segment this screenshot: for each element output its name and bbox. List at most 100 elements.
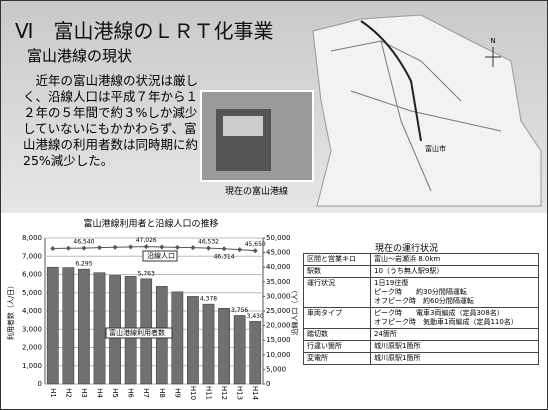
table-row: 駅数 10（うち無人駅9駅） <box>303 265 539 278</box>
map-line <box>360 20 422 142</box>
row-head: 変電所 <box>303 352 371 365</box>
population-line <box>52 246 256 252</box>
x-tick-label: H7 <box>142 388 150 398</box>
value-label: 46,532 <box>198 239 219 246</box>
bar <box>78 268 90 385</box>
y2-tick-label: 50,000 <box>266 234 291 242</box>
x-tick-label: H8 <box>158 388 166 398</box>
y-tick-label: 0 <box>38 380 42 388</box>
row-value: ピーク時 電車3両編成（定員308名） オフピーク時 気動車1両編成（定員110名… <box>370 307 539 329</box>
subtitle: 富山港線の現状 <box>27 47 133 65</box>
bar <box>171 291 184 385</box>
y-axis-label: 利用者数（人/日） <box>6 282 15 340</box>
bar <box>233 315 246 385</box>
illustrations: 富山市 N <box>200 14 542 207</box>
bar <box>62 267 75 385</box>
y2-tick-label: 5,000 <box>266 365 286 373</box>
value-label: 3,430 <box>247 313 264 320</box>
bar <box>202 303 215 385</box>
value-label: 46,314 <box>214 253 235 260</box>
map-shape <box>312 14 542 207</box>
table-row: 踏切数 24箇所 <box>303 328 539 341</box>
cell-line: 10（うち無人駅9駅） <box>374 267 444 275</box>
map-city: 富山市 <box>425 144 446 153</box>
cell-line: 富山〜岩瀬浜 8.0km <box>374 255 441 263</box>
legend-entry: 沿線人口 <box>147 251 175 260</box>
row-value: 城川原駅1箇所 <box>370 340 539 353</box>
cell-line: ピーク時 約30分間隔運転 <box>374 288 467 296</box>
y2-tick-label: 15,000 <box>266 336 291 344</box>
row-head: 行違い箇所 <box>303 340 371 353</box>
bar <box>46 266 59 385</box>
y2-axis-label: 沿線人口（人） <box>290 287 299 336</box>
value-label: 6,295 <box>75 261 92 268</box>
line-marker <box>252 248 258 254</box>
table-row: 行違い箇所 城川原駅1箇所 <box>303 340 539 353</box>
x-tick-label: H14 <box>251 386 259 401</box>
legend-box <box>105 327 173 339</box>
row-head: 駅数 <box>303 265 371 278</box>
value-label: 46,540 <box>73 239 94 246</box>
x-tick-label: H13 <box>236 386 244 400</box>
legend-entry: 富山港線利用者数 <box>109 328 165 337</box>
bar <box>187 296 199 385</box>
row-value: 富山〜岩瀬浜 8.0km <box>370 253 539 266</box>
table-row: 変電所 城川原駅1箇所 <box>303 352 539 365</box>
bar <box>249 321 262 385</box>
title: Ⅵ 富山港線のＬＲＴ化事業 <box>15 19 274 43</box>
row-value: 10（うち無人駅9駅） <box>370 265 539 278</box>
row-head: 車両タイプ <box>303 307 371 329</box>
y2-tick-label: 40,000 <box>266 263 291 271</box>
x-tick-label: H6 <box>127 388 135 398</box>
cell-line: 24箇所 <box>374 330 397 338</box>
table-title: 現在の運行状況 <box>375 244 439 254</box>
table-row: 車両タイプ ピーク時 電車3両編成（定員308名） オフピーク時 気動車1両編成（定… <box>303 307 539 329</box>
cell-line: ピーク時 電車3両編成（定員308名） <box>374 309 504 317</box>
x-tick-label: H5 <box>111 388 119 398</box>
cell-line: オフピーク時 気動車1両編成（定員110名） <box>374 318 518 326</box>
x-tick-label: H9 <box>173 388 181 398</box>
y2-tick-label: 20,000 <box>266 322 291 330</box>
cell-line: オフピーク時 約60分間隔運転 <box>374 297 474 305</box>
table-row: 区間と営業キロ 富山〜岩瀬浜 8.0km <box>303 253 539 266</box>
x-tick-label: H3 <box>80 388 88 398</box>
x-tick-label: H1 <box>49 388 57 398</box>
x-tick-label: H4 <box>96 388 104 398</box>
y2-tick-label: 25,000 <box>266 307 291 315</box>
compass <box>485 47 501 67</box>
row-head: 区間と営業キロ <box>303 253 371 266</box>
y2-tick-label: 30,000 <box>266 292 291 300</box>
table-row: 運行状況 1日19往復 ピーク時 約30分間隔運転 オフピーク時 約60分間隔運転 <box>303 277 539 308</box>
y-tick-label: 7,000 <box>22 252 42 260</box>
row-value: 24箇所 <box>370 328 539 341</box>
value-label: 45,650 <box>245 241 266 248</box>
y2-tick-label: 45,000 <box>266 249 291 257</box>
cell-line: 城川原駅1箇所 <box>374 342 421 350</box>
value-label: 3,756 <box>231 307 248 314</box>
cell-line: 1日19往復 <box>374 279 409 287</box>
map-north: N <box>490 37 495 45</box>
value-label: 5,763 <box>138 270 155 277</box>
photo-window <box>223 116 263 136</box>
y-tick-label: 5,000 <box>22 289 42 297</box>
value-label: 4,378 <box>200 296 217 303</box>
cell-line: 城川原駅1箇所 <box>374 354 421 362</box>
table: 区間と営業キロ 富山〜岩瀬浜 8.0km 駅数 10（うち無人駅9駅） 運行状況 1日19… <box>303 253 539 365</box>
y-tick-label: 6,000 <box>22 271 42 279</box>
y-tick-label: 1,000 <box>22 362 42 370</box>
legend-box <box>142 250 178 262</box>
value-label: 47,026 <box>136 237 157 244</box>
y2-tick-label: 10,000 <box>266 351 291 359</box>
map-routes <box>330 40 502 192</box>
y-tick-label: 2,000 <box>22 344 42 352</box>
y-tick-label: 4,000 <box>22 307 42 315</box>
body-text: 近年の富山港線の状況は厳しく、沿線人口は平成７年から１２年の５年間で約３%しか減… <box>23 73 199 168</box>
x-tick-label: H12 <box>220 386 228 400</box>
x-tick-label: H10 <box>189 386 197 400</box>
y2-tick-label: 0 <box>266 380 270 388</box>
photo-caption: 現在の富山港線 <box>225 187 289 197</box>
x-tick-label: H11 <box>205 386 213 400</box>
y-tick-label: 3,000 <box>22 325 42 333</box>
chart-title: 富山港線利用者と沿線人口の推移 <box>83 218 218 230</box>
